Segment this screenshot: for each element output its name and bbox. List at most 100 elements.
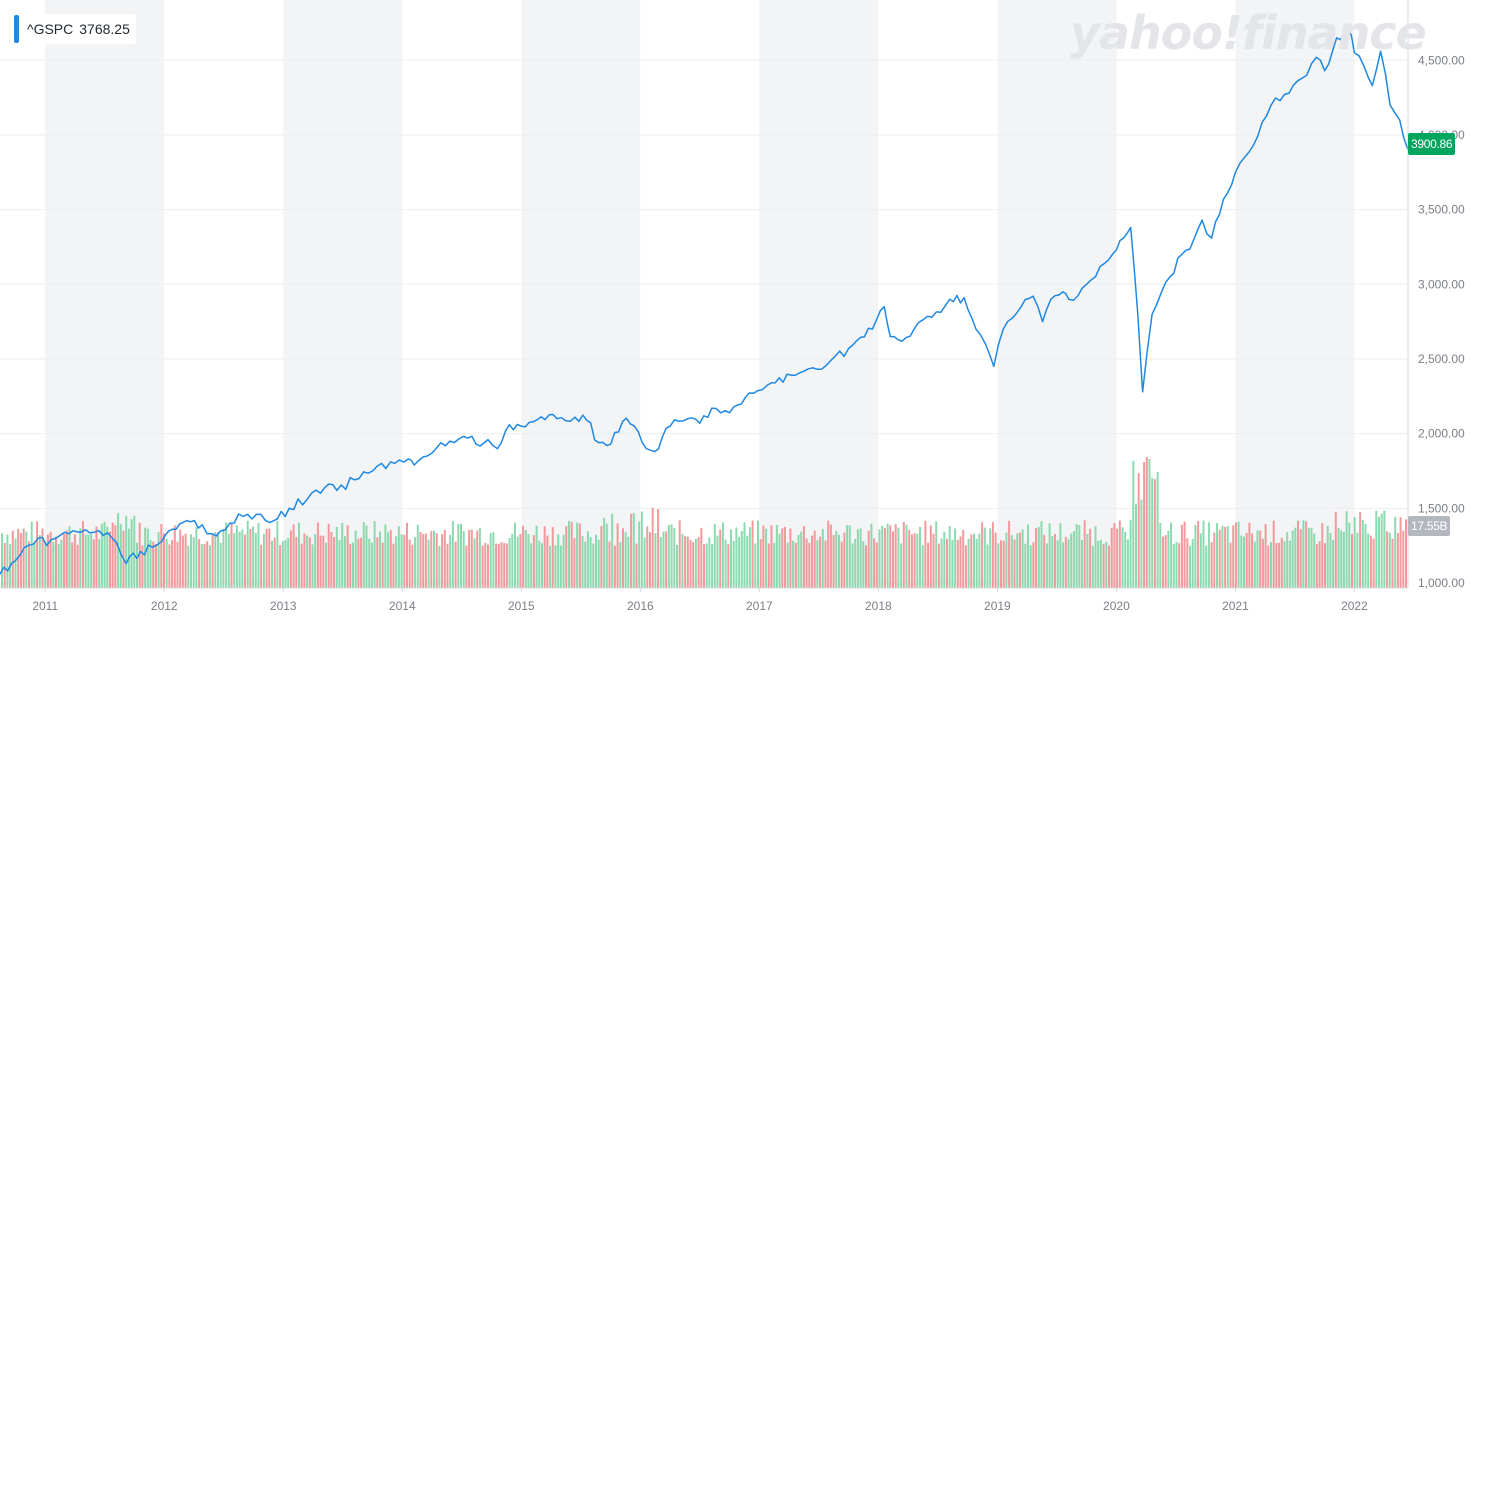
volume-bar xyxy=(125,515,128,588)
volume-bar xyxy=(79,528,82,588)
price-point xyxy=(1315,56,1317,58)
volume-bar xyxy=(1234,522,1237,588)
volume-bar xyxy=(306,535,309,588)
volume-bar xyxy=(6,534,9,588)
volume-bar xyxy=(713,524,716,588)
volume-bar xyxy=(508,537,511,588)
price-point xyxy=(949,298,951,300)
price-point xyxy=(211,533,213,535)
volume-bar xyxy=(535,525,538,588)
volume-bar xyxy=(956,539,959,588)
volume-bar xyxy=(767,543,770,588)
volume-bar xyxy=(576,522,579,588)
volume-bar xyxy=(1029,545,1032,588)
volume-bar xyxy=(265,528,268,588)
volume-bar xyxy=(748,527,751,588)
volume-bar xyxy=(832,535,835,588)
volume-bar xyxy=(705,543,708,588)
volume-bar xyxy=(1194,524,1197,588)
volume-bar xyxy=(1002,540,1005,588)
volume-bar xyxy=(738,536,741,588)
volume-bar xyxy=(1043,534,1046,588)
volume-bar xyxy=(225,522,228,588)
volume-bar xyxy=(203,543,206,588)
volume-bar xyxy=(789,528,792,588)
volume-bar xyxy=(754,543,757,588)
volume-bar xyxy=(1307,527,1310,588)
volume-bar xyxy=(916,533,919,588)
volume-bar xyxy=(416,524,419,588)
volume-bar xyxy=(932,533,935,588)
volume-bar xyxy=(343,536,346,588)
volume-bar xyxy=(365,525,368,588)
volume-bar xyxy=(565,526,568,588)
volume-bar xyxy=(403,534,406,588)
volume-bar xyxy=(1383,510,1386,588)
volume-bar xyxy=(481,545,484,588)
volume-bar xyxy=(1326,526,1329,588)
volume-bar xyxy=(1,533,3,588)
volume-bar xyxy=(352,542,354,588)
volume-bar xyxy=(532,535,535,588)
volume-bar xyxy=(824,540,827,588)
volume-bar xyxy=(1399,517,1402,588)
price-point xyxy=(1130,226,1132,229)
volume-bar xyxy=(819,536,822,588)
volume-bar xyxy=(111,522,114,588)
volume-bar xyxy=(975,538,978,588)
volume-bar xyxy=(492,532,495,588)
price-point xyxy=(288,507,290,509)
price-point xyxy=(993,365,995,368)
price-point xyxy=(431,452,433,454)
volume-bar xyxy=(30,521,33,588)
volume-bar xyxy=(246,520,249,588)
x-tick-label: 2013 xyxy=(270,599,297,613)
volume-bar xyxy=(1121,527,1124,588)
volume-bar xyxy=(73,534,76,588)
volume-bar xyxy=(986,544,989,588)
volume-bar xyxy=(1102,544,1105,588)
volume-bar xyxy=(325,542,327,588)
volume-bar xyxy=(973,533,975,588)
volume-bar xyxy=(462,531,465,588)
volume-bar xyxy=(287,538,290,588)
volume-bar xyxy=(208,545,211,588)
volume-bar xyxy=(90,534,93,588)
volume-bar xyxy=(1297,520,1299,588)
volume-bar xyxy=(500,542,503,588)
volume-bar xyxy=(1310,527,1313,588)
price-point xyxy=(871,328,874,330)
x-tick-label: 2015 xyxy=(508,599,535,613)
series-legend[interactable]: ^GSPC 3768.25 xyxy=(10,14,136,44)
volume-bar xyxy=(362,522,365,588)
price-point xyxy=(1115,249,1118,251)
price-point xyxy=(975,328,977,330)
volume-bar xyxy=(605,523,608,588)
volume-bar xyxy=(762,525,765,588)
volume-bar xyxy=(1059,523,1062,588)
price-point xyxy=(598,442,600,444)
volume-bar xyxy=(106,526,109,588)
volume-bar xyxy=(1216,523,1218,588)
volume-bar xyxy=(11,530,14,588)
year-band-2013 xyxy=(283,0,403,588)
volume-bar xyxy=(168,544,171,588)
volume-bar xyxy=(503,543,506,588)
price-point xyxy=(812,367,814,369)
volume-bar xyxy=(816,540,819,588)
volume-bar xyxy=(222,528,225,588)
volume-bar xyxy=(1391,538,1394,588)
price-point xyxy=(1042,321,1044,323)
volume-bar xyxy=(889,525,892,588)
volume-bar xyxy=(1159,522,1162,588)
volume-bar xyxy=(878,529,881,588)
volume-bar xyxy=(643,537,646,588)
volume-bar xyxy=(935,521,938,588)
volume-bar xyxy=(635,543,638,588)
volume-bar xyxy=(36,521,39,588)
volume-bar xyxy=(44,541,47,588)
volume-bar xyxy=(829,524,832,588)
y-tick-label: 3,500.00 xyxy=(1418,203,1465,217)
volume-bar xyxy=(1156,472,1159,588)
